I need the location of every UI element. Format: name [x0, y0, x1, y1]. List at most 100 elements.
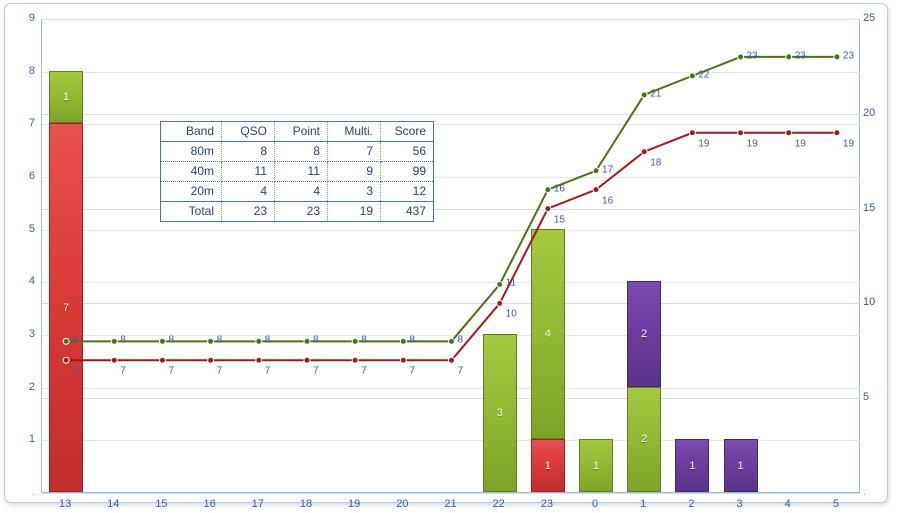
point-label-Muti: 10 — [505, 308, 517, 320]
gridline — [42, 440, 860, 442]
chart-container: 2020 14th Fukuoka Contest 80m40m20mMutiQ… — [4, 3, 888, 510]
table-cell: 40m — [160, 161, 222, 182]
line-marker-Muti[interactable] — [110, 356, 118, 364]
line-marker-Muti[interactable] — [785, 129, 793, 137]
line-series-group — [62, 53, 841, 364]
table-header-cell: Point — [274, 121, 328, 142]
line-marker-QSO[interactable] — [303, 337, 311, 345]
line-marker-Muti[interactable] — [833, 129, 841, 137]
table-cell: 99 — [380, 161, 434, 182]
line-marker-Muti[interactable] — [303, 356, 311, 364]
table-header-row: Band QSO Point Multi. Score — [160, 121, 434, 142]
point-label-QSO: 22 — [698, 69, 710, 81]
line-marker-QSO[interactable] — [544, 186, 552, 194]
line-marker-QSO[interactable] — [351, 337, 359, 345]
line-marker-QSO[interactable] — [640, 91, 648, 99]
table-row: 20m 4 4 3 12 — [160, 181, 434, 202]
plot-right-edge — [859, 19, 860, 492]
line-marker-QSO[interactable] — [255, 337, 263, 345]
line-marker-QSO[interactable] — [688, 72, 696, 80]
line-marker-Muti[interactable] — [688, 129, 696, 137]
bar-segment-20m[interactable]: 2 — [627, 281, 662, 387]
line-marker-Muti[interactable] — [544, 205, 552, 213]
table-cell: 3 — [327, 181, 381, 202]
x-axis-tick: 16 — [203, 498, 216, 510]
bar-segment-40m[interactable]: 2 — [627, 386, 662, 492]
point-label-Muti: 18 — [650, 157, 662, 169]
y-axis-left: . 1 2 3 4 5 6 7 8 9 — [5, 12, 35, 498]
bar-segment-20m[interactable]: 1 — [675, 439, 710, 492]
table-cell: 8 — [274, 141, 328, 162]
y-axis-left-tick: 2 — [28, 380, 35, 393]
table-cell: 9 — [327, 161, 381, 182]
point-label-Muti: 7 — [457, 365, 464, 377]
line-marker-Muti[interactable] — [255, 356, 263, 364]
gridline-major — [42, 303, 860, 305]
table-cell: 4 — [274, 181, 328, 202]
line-marker-QSO[interactable] — [592, 167, 600, 175]
bar-segment-80m[interactable]: 7 — [49, 123, 84, 492]
table-header-cell: Score — [380, 121, 434, 142]
y-axis-left-tick: 7 — [28, 117, 35, 130]
line-marker-Muti[interactable] — [640, 148, 648, 156]
y-axis-right: . 5 10 15 20 25 — [863, 12, 895, 498]
gridline — [42, 387, 860, 389]
line-marker-Muti[interactable] — [399, 356, 407, 364]
line-marker-QSO[interactable] — [158, 337, 166, 345]
line-marker-Muti[interactable] — [62, 356, 70, 364]
summary-table: Band QSO Point Multi. Score 80m 8 8 7 56 40m 11 11 9 9… — [160, 121, 434, 222]
line-marker-Muti[interactable] — [207, 356, 215, 364]
line-marker-QSO[interactable] — [207, 337, 215, 345]
x-axis-tick: 3 — [736, 498, 743, 510]
line-marker-Muti[interactable] — [448, 356, 455, 364]
line-marker-QSO[interactable] — [399, 337, 407, 345]
line-marker-Muti[interactable] — [737, 129, 745, 137]
y-axis-right-tick: 15 — [863, 201, 876, 214]
point-label-QSO: 11 — [505, 277, 517, 289]
x-axis-tick: 19 — [348, 498, 361, 510]
point-label-QSO: 21 — [650, 88, 662, 100]
y-axis-left-tick: . — [31, 486, 35, 498]
line-marker-Muti[interactable] — [592, 186, 600, 194]
table-cell: 11 — [274, 161, 328, 182]
x-axis-tick: 5 — [832, 498, 839, 510]
line-marker-QSO[interactable] — [448, 337, 455, 345]
line-marker-Muti[interactable] — [496, 299, 504, 307]
table-cell: 23 — [221, 201, 275, 222]
y-axis-right-tick: . — [863, 486, 867, 498]
x-axis-tick: 15 — [155, 498, 168, 510]
x-axis-tick: 17 — [251, 498, 264, 510]
bar-segment-20m[interactable]: 1 — [723, 439, 758, 492]
point-label-Muti: 16 — [602, 195, 614, 207]
bar-segment-80m[interactable]: 1 — [530, 439, 565, 492]
point-label-Muti: 7 — [361, 365, 367, 377]
point-label-Muti: 7 — [409, 365, 415, 377]
line-marker-Muti[interactable] — [158, 356, 166, 364]
y-axis-left-tick: 4 — [28, 275, 35, 288]
table-cell: 56 — [380, 141, 434, 162]
bar-segment-40m[interactable]: 3 — [482, 334, 517, 492]
line-marker-QSO[interactable] — [496, 280, 504, 288]
table-header-cell: QSO — [221, 121, 275, 142]
line-marker-Muti[interactable] — [351, 356, 359, 364]
bar-segment-40m[interactable]: 1 — [49, 70, 84, 124]
line-marker-QSO[interactable] — [785, 53, 793, 61]
table-cell: 437 — [380, 201, 434, 222]
point-label-QSO: 8 — [216, 334, 223, 346]
point-label-QSO: 8 — [361, 334, 367, 346]
bar-segment-40m[interactable]: 4 — [530, 228, 565, 440]
bar-segment-40m[interactable]: 1 — [579, 439, 614, 492]
point-label-Muti: 7 — [168, 365, 174, 377]
line-marker-QSO[interactable] — [833, 53, 841, 61]
table-cell: 12 — [380, 181, 434, 202]
line-marker-QSO[interactable] — [62, 337, 70, 345]
y-axis-right-tick: 5 — [863, 391, 870, 404]
line-marker-QSO[interactable] — [737, 53, 745, 61]
gridline-major — [42, 113, 860, 115]
line-marker-QSO[interactable] — [110, 337, 118, 345]
gridline — [42, 282, 860, 284]
x-axis-tick: 1 — [640, 498, 647, 510]
gridline-major — [42, 19, 860, 20]
table-row: 80m 8 8 7 56 — [160, 141, 434, 162]
point-label-QSO: 17 — [602, 164, 614, 176]
